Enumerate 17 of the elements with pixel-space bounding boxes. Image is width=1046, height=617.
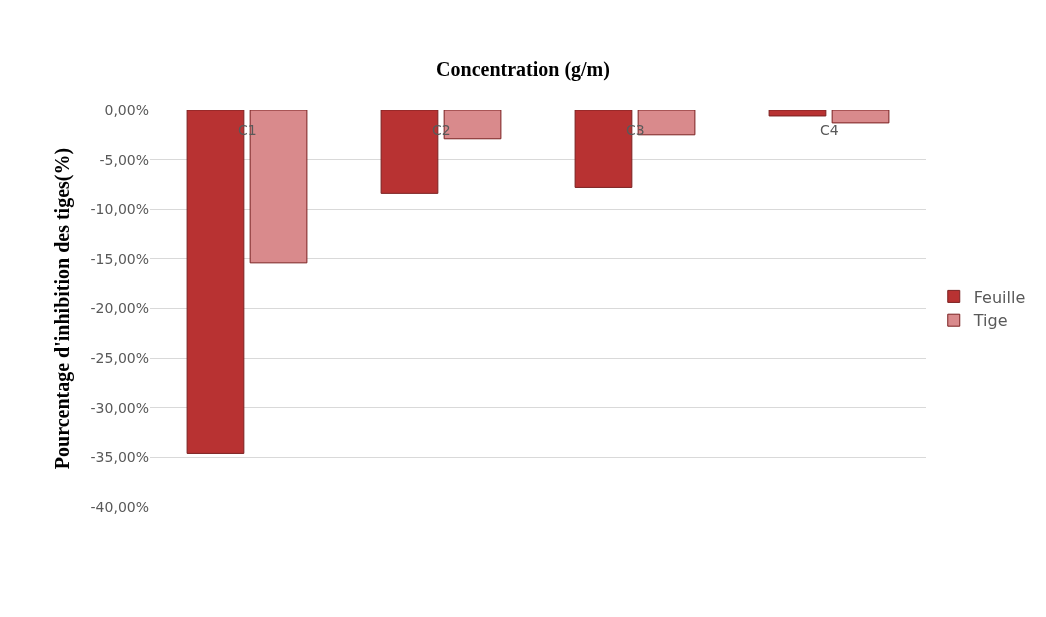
x-tick-label: C4 [820,122,839,138]
x-tick-label: C3 [626,122,645,138]
y-axis-title: Pourcentage d'inhibition des tiges(%) [51,147,75,470]
y-tick-label: -30,00% [90,399,149,416]
y-tick-label: -20,00% [90,300,149,317]
y-tick-label: 0,00% [104,101,149,118]
legend-label: Feuille [973,287,1026,307]
y-tick-label: -5,00% [99,151,149,168]
y-tick-label: -40,00% [90,498,149,515]
y-tick-label: -35,00% [90,449,149,466]
legend-label: Tige [972,311,1008,331]
chart-title: Concentration (g/m) [436,57,610,81]
x-tick-label: C1 [238,122,257,138]
y-tick-label: -10,00% [90,201,149,218]
y-tick-label: -25,00% [90,350,149,367]
y-tick-label: -15,00% [90,250,149,267]
x-tick-label: C2 [432,122,451,138]
